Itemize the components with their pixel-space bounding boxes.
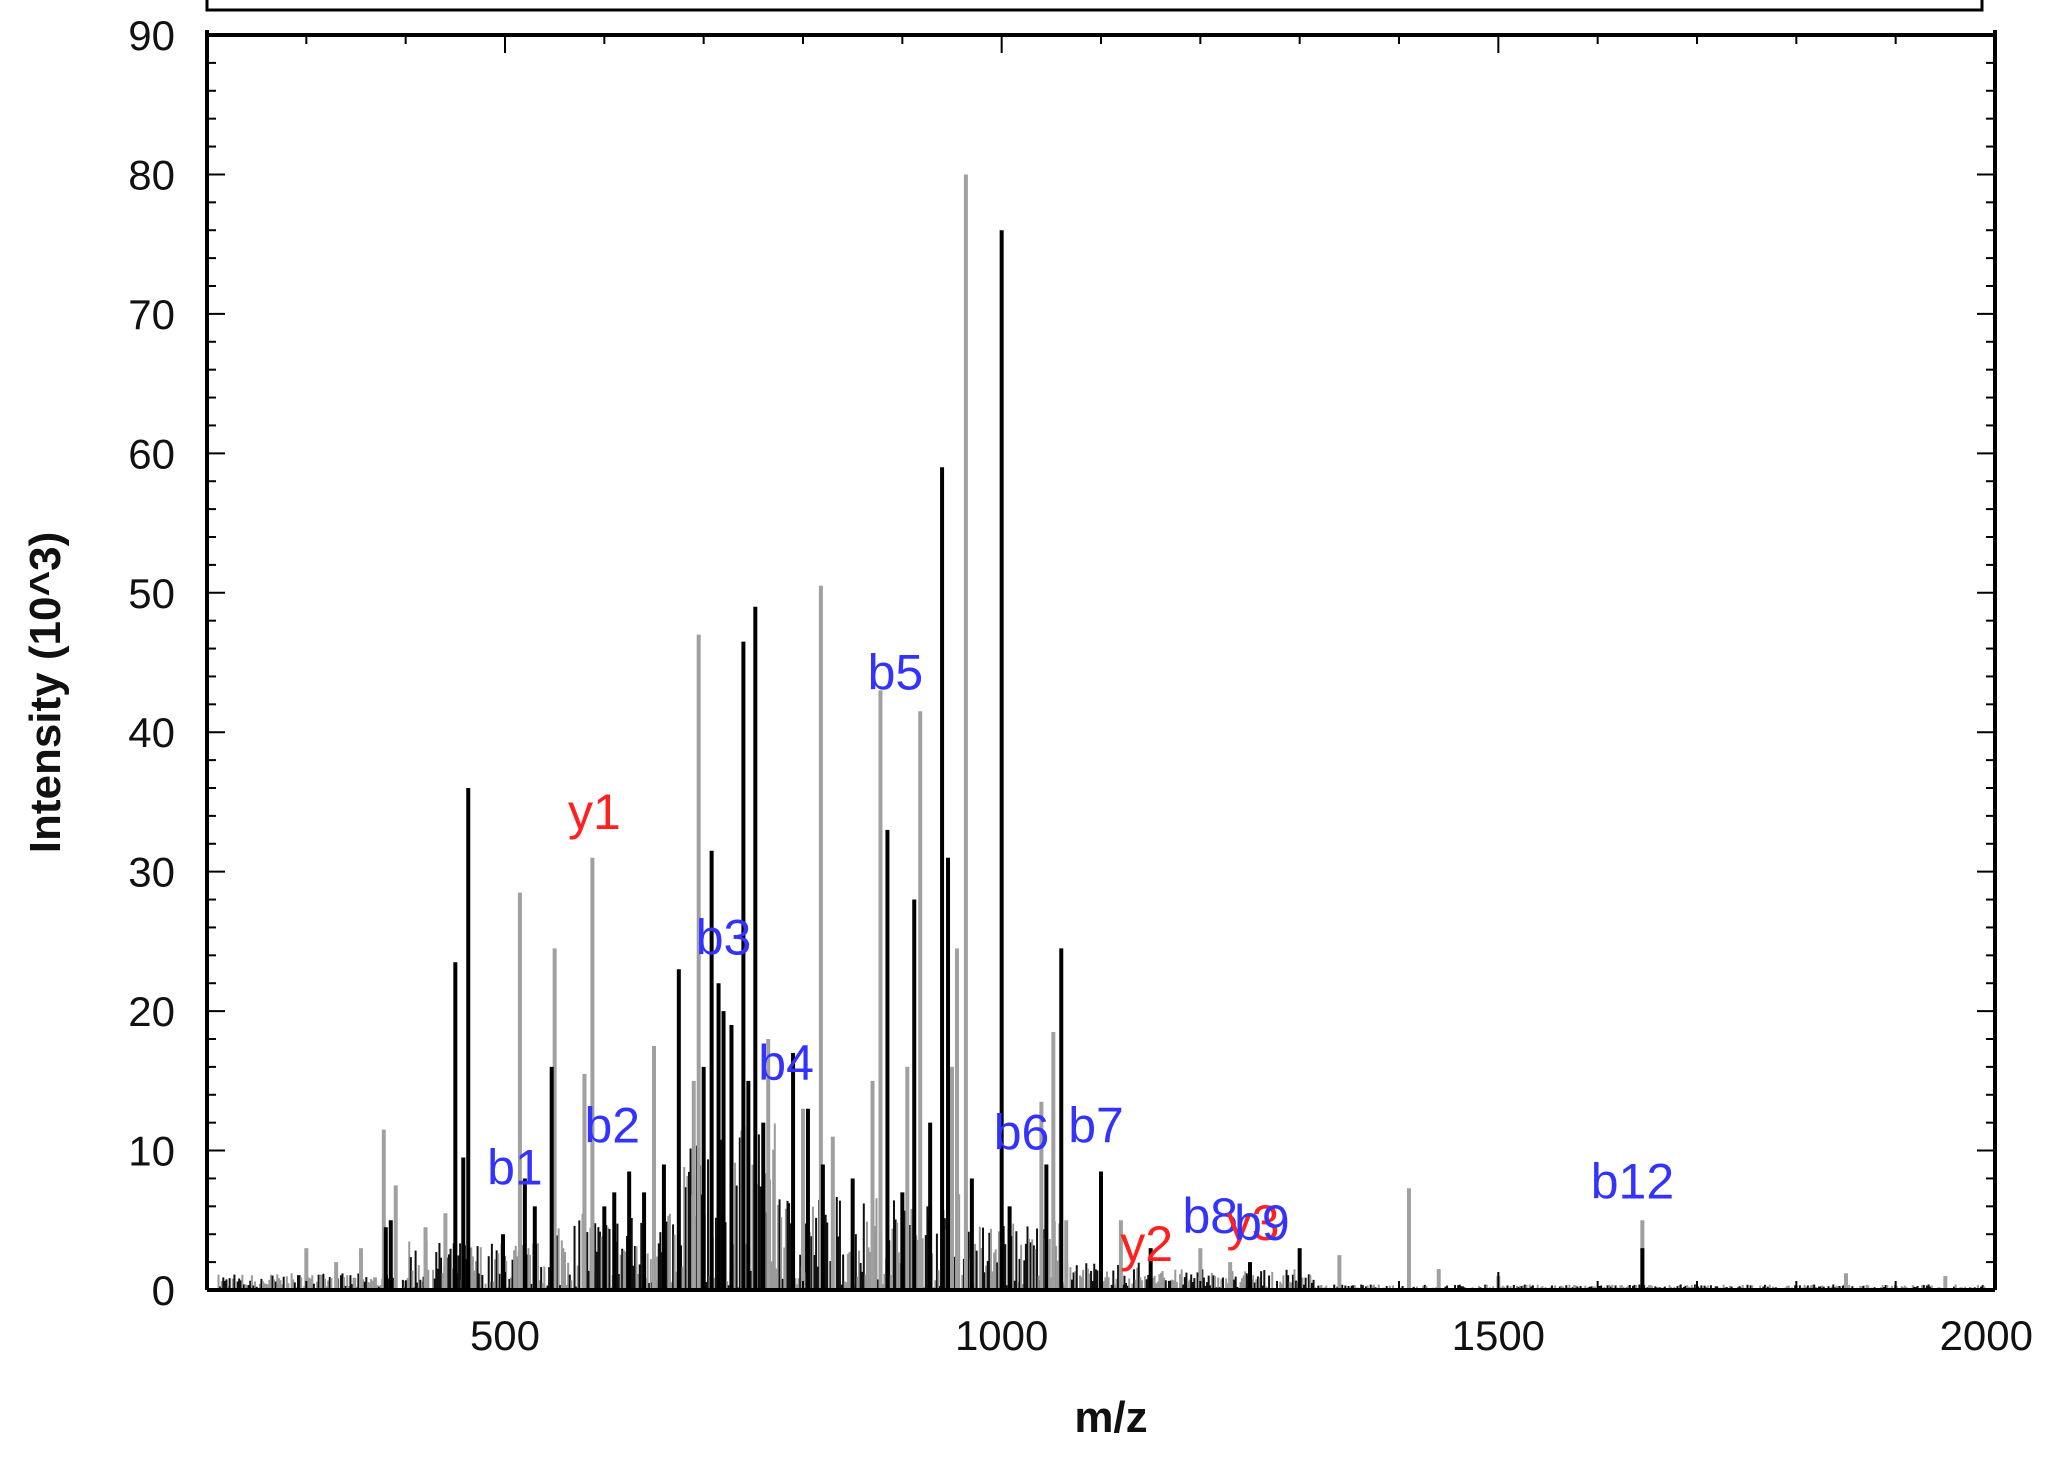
ion-label-y2: y2 xyxy=(1120,1216,1173,1272)
y-tick-label: 40 xyxy=(128,709,175,756)
ion-label-b2: b2 xyxy=(584,1098,640,1154)
annotated-peaks xyxy=(383,230,1645,1290)
x-tick-label: 1000 xyxy=(955,1312,1048,1359)
ion-label-b4: b4 xyxy=(758,1035,814,1091)
ion-label-b1: b1 xyxy=(487,1139,543,1195)
title-banner xyxy=(205,0,1984,12)
ion-label-b3: b3 xyxy=(696,909,752,965)
y-tick-label: 60 xyxy=(128,430,175,477)
tick-marks xyxy=(206,34,1996,1291)
x-axis-title: m/z xyxy=(1074,1393,1147,1442)
ion-label-b7: b7 xyxy=(1068,1098,1124,1154)
ion-label-y1: y1 xyxy=(568,784,621,840)
ion-label-b9: b9 xyxy=(1234,1195,1290,1251)
ion-label-b8: b8 xyxy=(1182,1188,1238,1244)
y-axis-title: Intensity (10^3) xyxy=(21,532,70,854)
y-tick-label: 50 xyxy=(128,570,175,617)
y-tick-label: 20 xyxy=(128,988,175,1035)
x-tick-label: 500 xyxy=(470,1312,540,1359)
unannotated-peaks xyxy=(304,174,1948,1290)
tick-labels: 0 10 20 30 40 50 60 70 80 90 500 1000 1500 2000 xyxy=(128,12,2033,1359)
y-tick-label: 0 xyxy=(152,1267,175,1314)
x-tick-label: 2000 xyxy=(1940,1312,2033,1359)
ion-label-y3: y3 xyxy=(1227,1195,1280,1251)
ion-label-b12: b12 xyxy=(1591,1153,1674,1209)
y-tick-label: 90 xyxy=(128,12,175,59)
y-tick-label: 30 xyxy=(128,849,175,896)
y-tick-label: 80 xyxy=(128,151,175,198)
y-tick-label: 70 xyxy=(128,291,175,338)
ion-label-b6: b6 xyxy=(994,1105,1050,1161)
ion-label-b5: b5 xyxy=(868,644,924,700)
x-tick-label: 1500 xyxy=(1452,1312,1545,1359)
y-tick-label: 10 xyxy=(128,1128,175,1175)
